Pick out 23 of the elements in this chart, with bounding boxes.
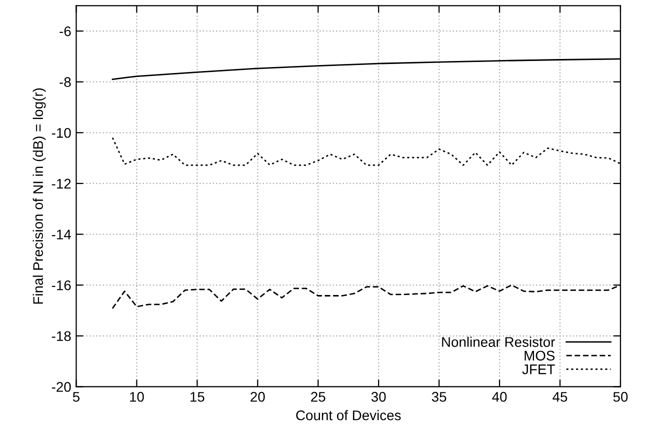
x-tick-label: 35 (432, 392, 446, 402)
y-tick-label: -20 (52, 382, 71, 392)
x-tick-label: 30 (371, 392, 386, 402)
y-tick-label: -8 (60, 77, 71, 88)
y-tick-label: -16 (52, 280, 71, 290)
x-tick-label: 50 (613, 392, 628, 402)
x-tick-label: 15 (190, 392, 204, 402)
x-tick-label: 5 (72, 392, 80, 402)
legend-label: MOS (524, 350, 555, 361)
y-tick-label: -18 (52, 331, 71, 342)
x-tick-label: 25 (311, 392, 326, 402)
x-tick-label: 20 (250, 392, 265, 402)
legend-label: Nonlinear Resistor (442, 336, 555, 347)
x-tick-label: 10 (130, 392, 144, 402)
y-tick-label: -6 (60, 26, 71, 36)
x-tick-label: 40 (492, 392, 507, 402)
y-tick-label: -12 (52, 178, 71, 188)
y-axis-title: Final Precision of NI in (dB) = log(r) (32, 88, 46, 304)
y-tick-label: -10 (52, 128, 71, 138)
x-tick-label: 45 (552, 392, 568, 402)
y-tick-label: -14 (52, 230, 71, 240)
legend-label: JFET (522, 364, 555, 374)
x-axis-title: Count of Devices (296, 410, 401, 420)
